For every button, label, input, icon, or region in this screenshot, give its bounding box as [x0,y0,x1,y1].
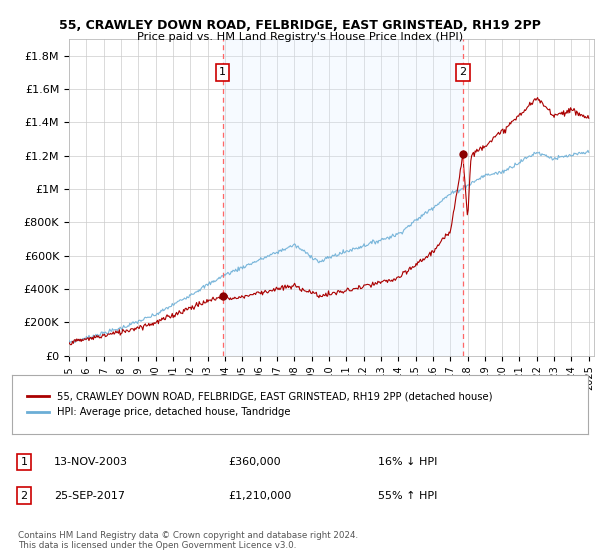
Text: 2: 2 [459,67,466,77]
Text: 55, CRAWLEY DOWN ROAD, FELBRIDGE, EAST GRINSTEAD, RH19 2PP: 55, CRAWLEY DOWN ROAD, FELBRIDGE, EAST G… [59,19,541,32]
Bar [223,39,463,356]
Text: Contains HM Land Registry data © Crown copyright and database right 2024.
This d: Contains HM Land Registry data © Crown c… [18,531,358,550]
Text: 13-NOV-2003: 13-NOV-2003 [54,457,128,467]
Text: 16% ↓ HPI: 16% ↓ HPI [378,457,437,467]
Text: £1,210,000: £1,210,000 [228,491,291,501]
Text: Price paid vs. HM Land Registry's House Price Index (HPI): Price paid vs. HM Land Registry's House … [137,32,463,42]
Text: 25-SEP-2017: 25-SEP-2017 [54,491,125,501]
Text: 2: 2 [20,491,28,501]
Text: 55% ↑ HPI: 55% ↑ HPI [378,491,437,501]
Legend: 55, CRAWLEY DOWN ROAD, FELBRIDGE, EAST GRINSTEAD, RH19 2PP (detached house), HPI: 55, CRAWLEY DOWN ROAD, FELBRIDGE, EAST G… [23,388,496,421]
Text: 1: 1 [219,67,226,77]
Text: 1: 1 [20,457,28,467]
Text: £360,000: £360,000 [228,457,281,467]
